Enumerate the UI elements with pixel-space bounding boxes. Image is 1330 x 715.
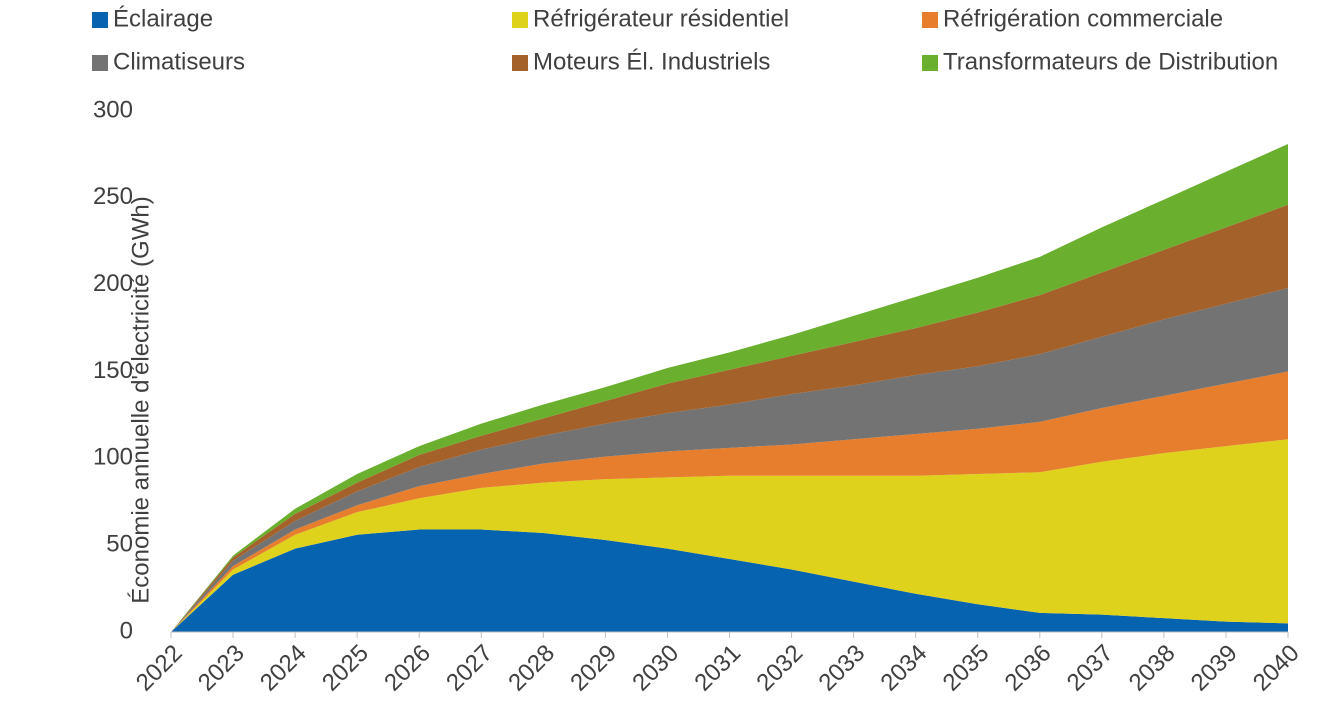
x-tick-label: 2023 xyxy=(193,640,250,697)
y-tick-label: 200 xyxy=(93,270,133,297)
legend-swatch xyxy=(512,55,528,71)
legend-label: Transformateurs de Distribution xyxy=(943,48,1278,75)
x-tick-label: 2037 xyxy=(1062,640,1119,697)
legend-swatch xyxy=(512,12,528,28)
y-tick-label: 250 xyxy=(93,183,133,210)
area xyxy=(171,529,1288,632)
x-tick-label: 2039 xyxy=(1186,640,1243,697)
legend-label: Réfrigérateur résidentiel xyxy=(533,5,789,32)
legend-label: Éclairage xyxy=(113,5,213,32)
x-tick-label: 2024 xyxy=(255,640,312,697)
area xyxy=(171,371,1288,632)
x-tick-label: 2036 xyxy=(1000,640,1057,697)
legend-swatch xyxy=(92,55,108,71)
legend-label: Moteurs Él. Industriels xyxy=(533,48,770,75)
legend-swatch xyxy=(922,12,938,28)
x-tick-label: 2035 xyxy=(938,640,995,697)
x-tick-label: 2032 xyxy=(751,640,808,697)
legend-label: Climatiseurs xyxy=(113,48,245,75)
y-tick-label: 50 xyxy=(106,531,133,558)
x-tick-label: 2030 xyxy=(627,640,684,697)
legend-swatch xyxy=(92,12,108,28)
x-tick-label: 2026 xyxy=(379,640,436,697)
y-tick-label: 300 xyxy=(93,96,133,123)
x-tick-label: 2040 xyxy=(1248,640,1305,697)
area xyxy=(171,439,1288,632)
area xyxy=(171,288,1288,632)
y-tick-label: 100 xyxy=(93,444,133,471)
x-tick-label: 2028 xyxy=(503,640,560,697)
x-tick-label: 2031 xyxy=(689,640,746,697)
area xyxy=(171,204,1288,632)
x-tick-label: 2034 xyxy=(876,640,933,697)
x-tick-label: 2022 xyxy=(131,640,188,697)
x-tick-label: 2027 xyxy=(441,640,498,697)
x-tick-label: 2029 xyxy=(565,640,622,697)
y-axis-label: Économie annuelle d'électricité (GWh) xyxy=(127,196,154,603)
y-tick-label: 0 xyxy=(120,617,133,644)
legend-label: Réfrigération commerciale xyxy=(943,5,1223,32)
x-tick-label: 2033 xyxy=(813,640,870,697)
legend-swatch xyxy=(922,55,938,71)
x-tick-label: 2038 xyxy=(1124,640,1181,697)
y-tick-label: 150 xyxy=(93,357,133,384)
x-tick-label: 2025 xyxy=(317,640,374,697)
